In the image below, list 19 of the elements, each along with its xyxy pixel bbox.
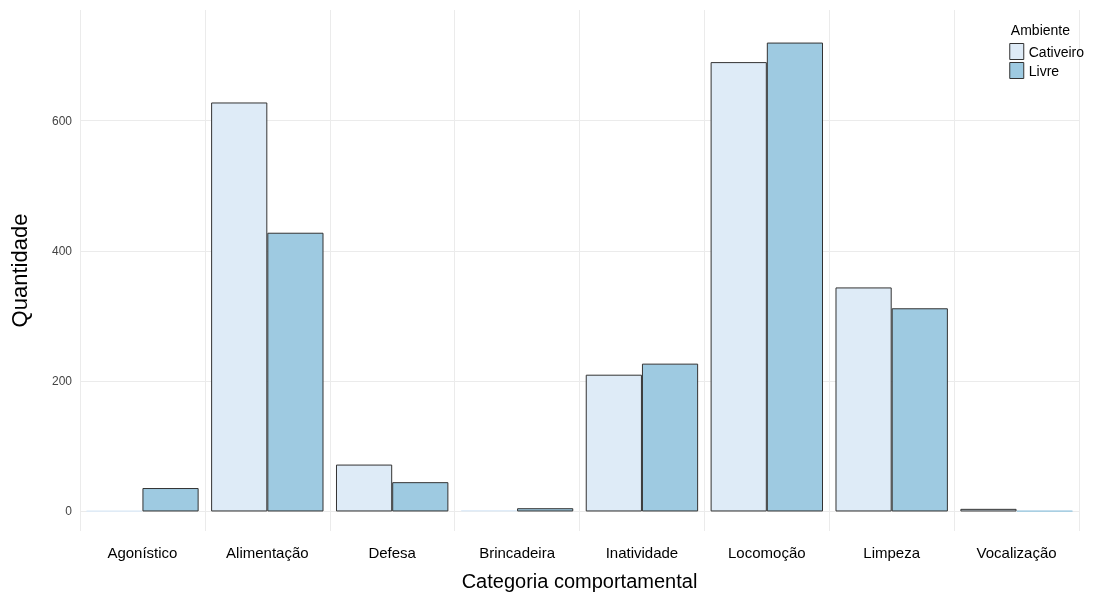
y-tick-label: 400 (51, 243, 73, 258)
x-tick-label: Defesa (368, 544, 417, 561)
x-tick-label: Agonístico (107, 544, 178, 561)
y-tick-label: 600 (51, 113, 73, 128)
bar (517, 508, 574, 512)
x-tick-label: Alimentação (226, 544, 309, 561)
x-tick-label: Limpeza (863, 544, 921, 561)
x-tick-label: Vocalização (976, 544, 1057, 561)
y-axis-title: Quantidade (6, 213, 32, 328)
legend-label: Livre (1028, 62, 1060, 79)
x-tick-label: Locomoção (728, 544, 806, 561)
x-axis-title: Categoria comportamental (461, 570, 698, 592)
legend-label: Cativeiro (1028, 43, 1085, 60)
legend-title: Ambiente (1010, 22, 1071, 38)
y-tick-label: 200 (51, 374, 73, 389)
bar (142, 488, 199, 512)
y-tick-label: 0 (65, 504, 73, 519)
x-tick-label: Inatividade (605, 544, 679, 561)
x-tick-label: Brincadeira (479, 544, 556, 561)
